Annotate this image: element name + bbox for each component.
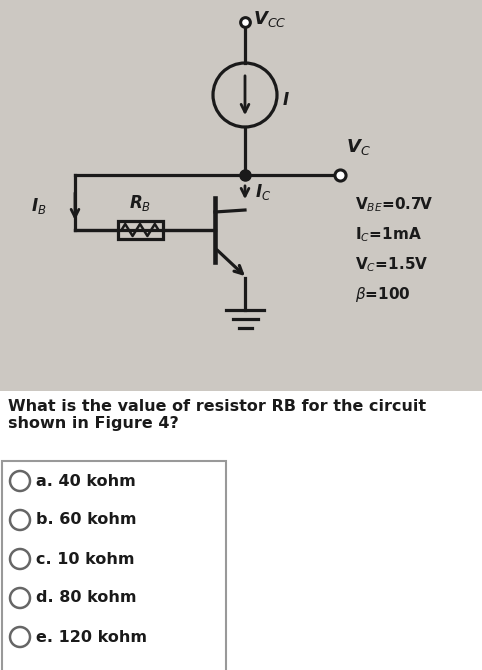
Text: V$_C$=1.5V: V$_C$=1.5V [355, 255, 428, 274]
Text: I$_C$=1mA: I$_C$=1mA [355, 225, 422, 244]
Text: V$_{BE}$=0.7V: V$_{BE}$=0.7V [355, 195, 433, 214]
Text: c. 10 kohm: c. 10 kohm [36, 551, 134, 567]
Text: d. 80 kohm: d. 80 kohm [36, 590, 136, 606]
Bar [0, 0, 482, 391]
Text: e. 120 kohm: e. 120 kohm [36, 630, 147, 645]
Text: V$_C$: V$_C$ [346, 137, 371, 157]
Bar [0, 391, 482, 670]
Text: $\beta$=100: $\beta$=100 [355, 285, 411, 304]
Text: What is the value of resistor RB for the circuit
shown in Figure 4?: What is the value of resistor RB for the… [8, 399, 426, 431]
Text: R$_B$: R$_B$ [129, 193, 151, 213]
FancyBboxPatch shape [2, 461, 226, 670]
Text: V$_{CC}$: V$_{CC}$ [253, 9, 287, 29]
Text: I: I [283, 91, 289, 109]
Bar [118, 221, 162, 239]
Text: b. 60 kohm: b. 60 kohm [36, 513, 136, 527]
Text: I$_B$: I$_B$ [31, 196, 47, 216]
Text: I$_C$: I$_C$ [255, 182, 271, 202]
Text: a. 40 kohm: a. 40 kohm [36, 474, 136, 488]
